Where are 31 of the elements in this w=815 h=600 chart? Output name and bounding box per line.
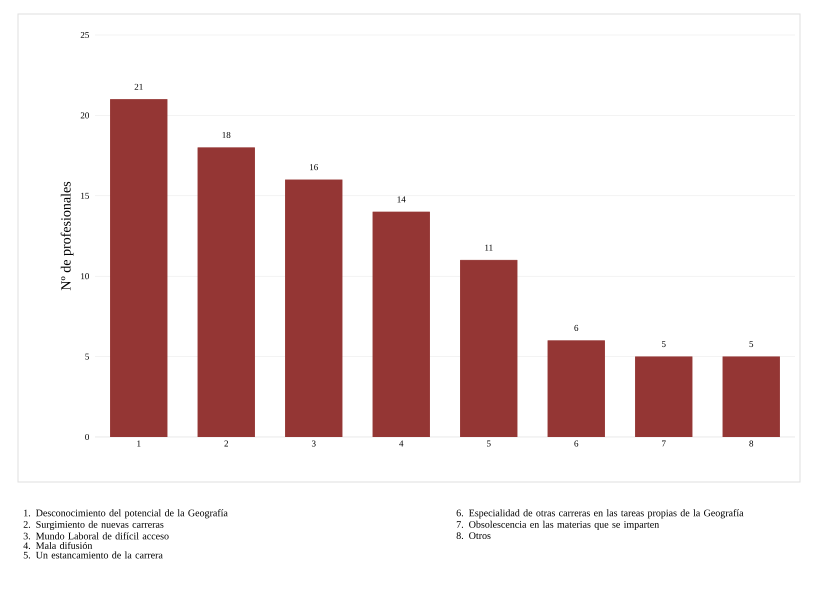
data-label: 5: [662, 341, 666, 348]
y-axis-title: Nº de profesionales: [60, 182, 74, 290]
x-tick-label: 1: [137, 440, 140, 446]
y-tick-label: 0: [85, 434, 89, 440]
text: 3. Mundo Laboral de difícil acceso: [24, 532, 169, 540]
data-label: 18: [222, 132, 230, 138]
text: 7. Obsolescencia en las materias que se imparten: [456, 520, 660, 530]
data-label: 5: [750, 341, 754, 348]
text: 5. Un estancamiento de la carrera: [24, 551, 163, 559]
y-tick-label: 5: [85, 354, 89, 360]
x-tick-label: 6: [574, 440, 578, 447]
text: 8. Otros: [456, 532, 491, 540]
text: 4. Mala difusión: [23, 542, 92, 550]
x-tick-label: 8: [749, 440, 754, 447]
data-label: 11: [485, 244, 493, 251]
y-tick-label: 20: [80, 112, 89, 118]
x-tick-label: 5: [487, 440, 491, 447]
y-tick-label: 25: [80, 32, 89, 38]
data-label: 14: [398, 196, 406, 202]
x-tick-label: 3: [312, 440, 316, 447]
text: 1. Desconocimiento del potencial de la Geografía: [24, 509, 228, 518]
x-tick-label: 7: [662, 440, 666, 446]
data-label: 16: [310, 164, 318, 170]
data-label: 21: [134, 84, 143, 90]
x-tick-label: 2: [224, 440, 228, 446]
y-tick-label: 10: [81, 273, 89, 280]
y-tick-label: 15: [81, 192, 89, 199]
data-label: 6: [574, 324, 578, 331]
x-tick-label: 4: [399, 440, 404, 446]
text: 2. Surgimiento de nuevas carreras: [24, 520, 164, 530]
text: 6. Especialidad de otras carreras en las tareas propias de la Geografía: [456, 509, 744, 518]
